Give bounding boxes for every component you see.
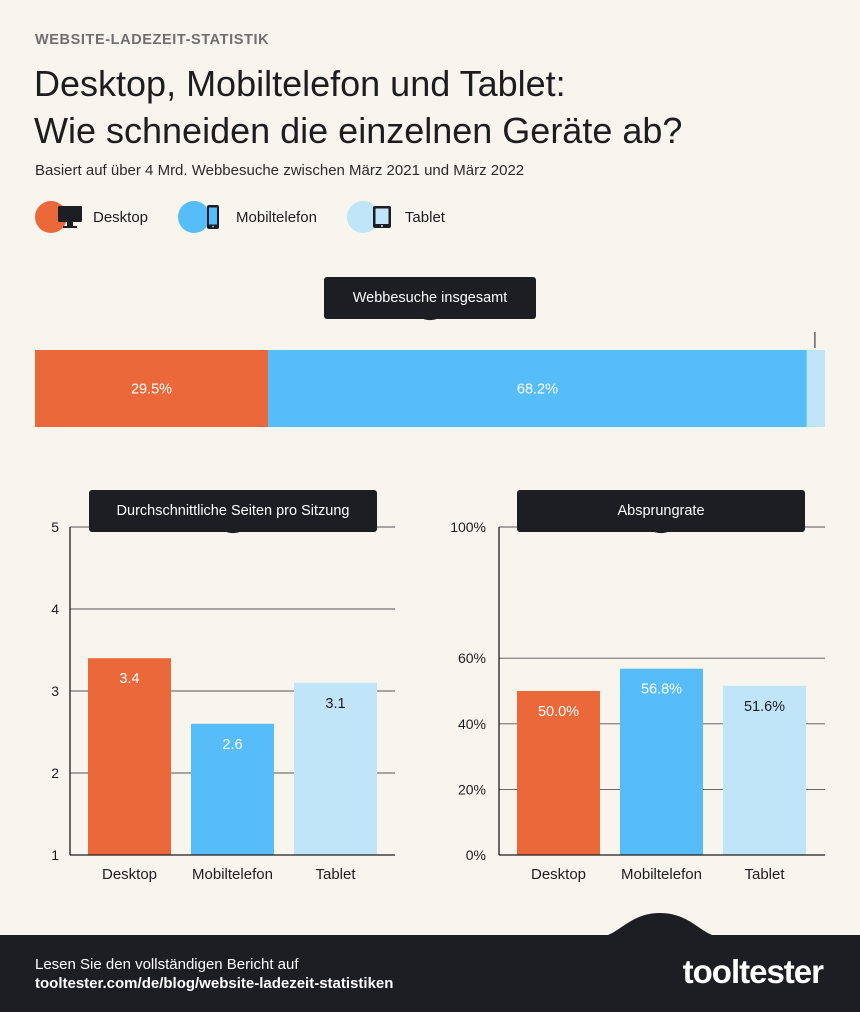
pages-per-session-chart: 1 2 3 4 5 3.4 Desktop 2.6 Mobiltelefon 3.1 Tablet [51,519,395,883]
page-title: Desktop, Mobiltelefon und Tablet: Wie sc… [34,60,834,154]
footer-intro-text: Lesen Sie den vollständigen Bericht auf [35,956,299,973]
bar-value-label-mobile: 56.8% [641,682,682,698]
subtitle: Basiert auf über 4 Mrd. Webbesuche zwisc… [35,162,525,179]
bar-desktop [88,658,171,855]
legend: Desktop Mobiltelefon Tablet [35,201,475,233]
stacked-bar-segment-desktop [35,350,269,427]
bar-desktop [517,691,600,855]
x-category-label-tablet: Tablet [315,866,356,883]
stacked-bar-segment-tablet [806,350,825,427]
legend-dot-mobile [178,201,211,233]
y-tick-label: 60% [458,650,486,666]
legend-label-tablet: Tablet [404,208,445,226]
title-line-1: Desktop, Mobiltelefon und Tablet: [34,63,566,104]
title-line-2: Wie schneiden die einzelnen Geräte ab? [34,110,683,151]
y-tick-label: 2 [51,765,59,781]
y-tick-label: 0% [466,847,486,863]
tooltester-logo: tooltester [682,953,824,990]
footer-report-link[interactable]: tooltester.com/de/blog/website-ladezeit-… [35,975,394,992]
x-category-label-desktop: Desktop [102,866,157,883]
y-tick-label: 20% [458,781,486,797]
bar-tablet [294,682,377,855]
desktop-icon [58,206,82,228]
bar-value-label-tablet: 51.6% [744,699,785,715]
mobile-phone-icon [207,205,220,229]
bar-tablet [723,685,806,855]
y-tick-label: 4 [51,601,59,617]
stacked-bar-segment-mobile [268,350,807,427]
legend-label-mobile: Mobiltelefon [236,208,317,226]
bar-value-label-desktop: 3.4 [119,671,139,687]
footer: Lesen Sie den vollständigen Bericht auf … [0,935,860,1012]
legend-item-mobile: Mobiltelefon [178,201,317,233]
eyebrow-label: WEBSITE-LADEZEIT-STATISTIK [35,32,270,48]
x-category-label-mobile: Mobiltelefon [621,866,702,883]
legend-item-desktop: Desktop [35,201,148,233]
stacked-bar-label-desktop: 29.5% [131,382,172,398]
bounce-rate-chart: 0% 20% 40% 60% 100% 50.0% Desktop 56.8% Mobiltel… [450,519,825,883]
x-category-label-tablet: Tablet [744,866,785,883]
y-tick-label: 1 [51,847,59,863]
x-category-label-mobile: Mobiltelefon [192,866,273,883]
y-tick-label: 40% [458,716,486,732]
y-tick-label: 100% [450,519,486,535]
y-tick-label: 5 [51,519,59,535]
stacked-bar-chart: 29.5%68.2%2.3% [35,332,825,427]
bar-value-label-tablet: 3.1 [325,696,345,712]
bar-value-label-mobile: 2.6 [222,737,242,753]
footer-notch [598,913,722,937]
stacked-bar-label-mobile: 68.2% [517,382,558,398]
x-category-label-desktop: Desktop [531,866,586,883]
legend-item-tablet: Tablet [346,201,445,233]
y-tick-label: 3 [51,683,59,699]
legend-label-desktop: Desktop [93,208,149,226]
stacked-chart-title: Webbesuche insgesamt [324,277,536,319]
tablet-icon [372,206,391,228]
bounce-chart-title: Absprungrate [517,490,805,532]
bar-mobile [191,723,274,855]
pages-chart-title: Durchschnittliche Seiten pro Sitzung [89,490,377,532]
bar-value-label-desktop: 50.0% [538,704,579,720]
bar-mobile [620,668,703,855]
